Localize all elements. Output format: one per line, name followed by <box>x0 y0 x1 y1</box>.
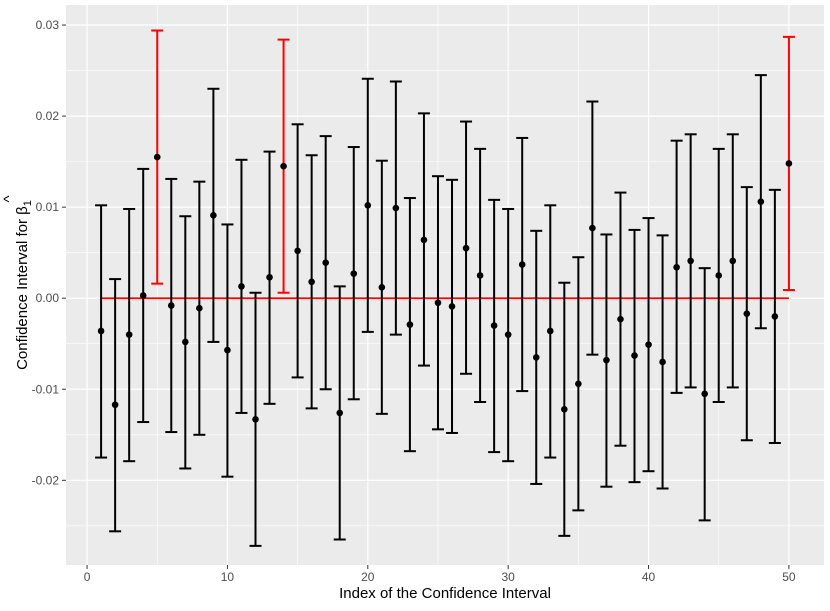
y-tick-label: 0.01 <box>36 200 60 214</box>
point-estimate-41 <box>659 358 666 366</box>
point-estimate-23 <box>406 321 414 328</box>
point-estimate-17 <box>322 259 329 266</box>
plot-panel <box>66 5 824 565</box>
point-estimate-37 <box>603 356 610 364</box>
point-estimate-24 <box>420 236 428 244</box>
y-axis-title-beta-symbol: β <box>14 206 31 215</box>
y-tick-label: -0.02 <box>32 473 60 487</box>
x-tick-label: 40 <box>642 570 656 584</box>
point-estimate-18 <box>336 409 344 417</box>
y-tick-label: 0.03 <box>36 18 60 32</box>
point-estimate-46 <box>729 257 737 265</box>
x-tick-label: 20 <box>361 570 375 584</box>
point-estimate-42 <box>673 263 680 271</box>
point-estimate-1 <box>97 327 105 335</box>
point-estimate-13 <box>266 273 273 281</box>
point-estimate-33 <box>546 327 554 335</box>
point-estimate-36 <box>589 224 596 232</box>
point-estimate-22 <box>392 204 400 212</box>
point-estimate-49 <box>771 313 779 320</box>
point-estimate-27 <box>462 244 470 252</box>
point-estimate-44 <box>701 390 708 398</box>
point-estimate-15 <box>294 247 301 255</box>
point-estimate-2 <box>111 401 119 409</box>
point-estimate-40 <box>645 341 652 348</box>
x-axis: 0 10 20 30 40 50 <box>84 565 796 584</box>
point-estimate-21 <box>378 283 386 291</box>
point-estimate-45 <box>715 272 723 279</box>
point-estimate-32 <box>532 354 540 361</box>
point-estimate-11 <box>238 283 245 290</box>
point-estimate-43 <box>687 257 694 265</box>
x-tick-label: 50 <box>782 570 796 584</box>
point-estimate-25 <box>434 299 442 307</box>
point-estimate-28 <box>476 272 484 279</box>
point-estimate-7 <box>182 338 189 346</box>
point-estimate-50 <box>785 160 793 167</box>
point-estimate-8 <box>196 304 203 312</box>
x-tick-label: 10 <box>221 570 235 584</box>
y-axis-title: Confidence Interval for β1 ^ <box>1 195 34 369</box>
point-estimate-35 <box>575 380 582 388</box>
y-tick-label: -0.01 <box>32 382 60 396</box>
y-axis-title-subscript: 1 <box>22 200 34 206</box>
point-estimate-47 <box>743 310 751 317</box>
x-tick-label: 0 <box>84 570 91 584</box>
y-axis: -0.02 -0.01 0.00 0.01 0.02 0.03 <box>32 18 66 487</box>
point-estimate-14 <box>280 162 287 170</box>
y-tick-label: 0.02 <box>36 109 60 123</box>
svg-text:Confidence Interval for β1: Confidence Interval for β1 <box>14 200 34 370</box>
x-axis-title: Index of the Confidence Interval <box>339 585 551 602</box>
point-estimate-20 <box>364 202 372 209</box>
point-estimate-16 <box>308 278 315 286</box>
point-estimate-10 <box>224 346 231 354</box>
y-axis-title-prefix: Confidence Interval for <box>14 215 31 370</box>
point-estimate-9 <box>210 212 217 219</box>
point-estimate-30 <box>504 331 512 338</box>
y-tick-label: 0.00 <box>36 291 60 305</box>
point-estimate-3 <box>125 331 133 338</box>
point-estimate-26 <box>448 303 456 310</box>
point-estimate-4 <box>139 292 147 299</box>
x-tick-label: 30 <box>501 570 515 584</box>
point-estimate-5 <box>153 153 161 161</box>
point-estimate-48 <box>757 198 765 205</box>
point-estimate-38 <box>617 315 624 323</box>
y-axis-title-hat: ^ <box>1 195 18 202</box>
point-estimates <box>97 153 793 423</box>
point-estimate-39 <box>631 352 638 359</box>
point-estimate-12 <box>252 416 259 423</box>
point-estimate-6 <box>167 302 175 309</box>
point-estimate-19 <box>350 270 358 277</box>
point-estimate-29 <box>490 322 498 329</box>
point-estimate-34 <box>561 405 568 413</box>
point-estimate-31 <box>518 261 526 268</box>
